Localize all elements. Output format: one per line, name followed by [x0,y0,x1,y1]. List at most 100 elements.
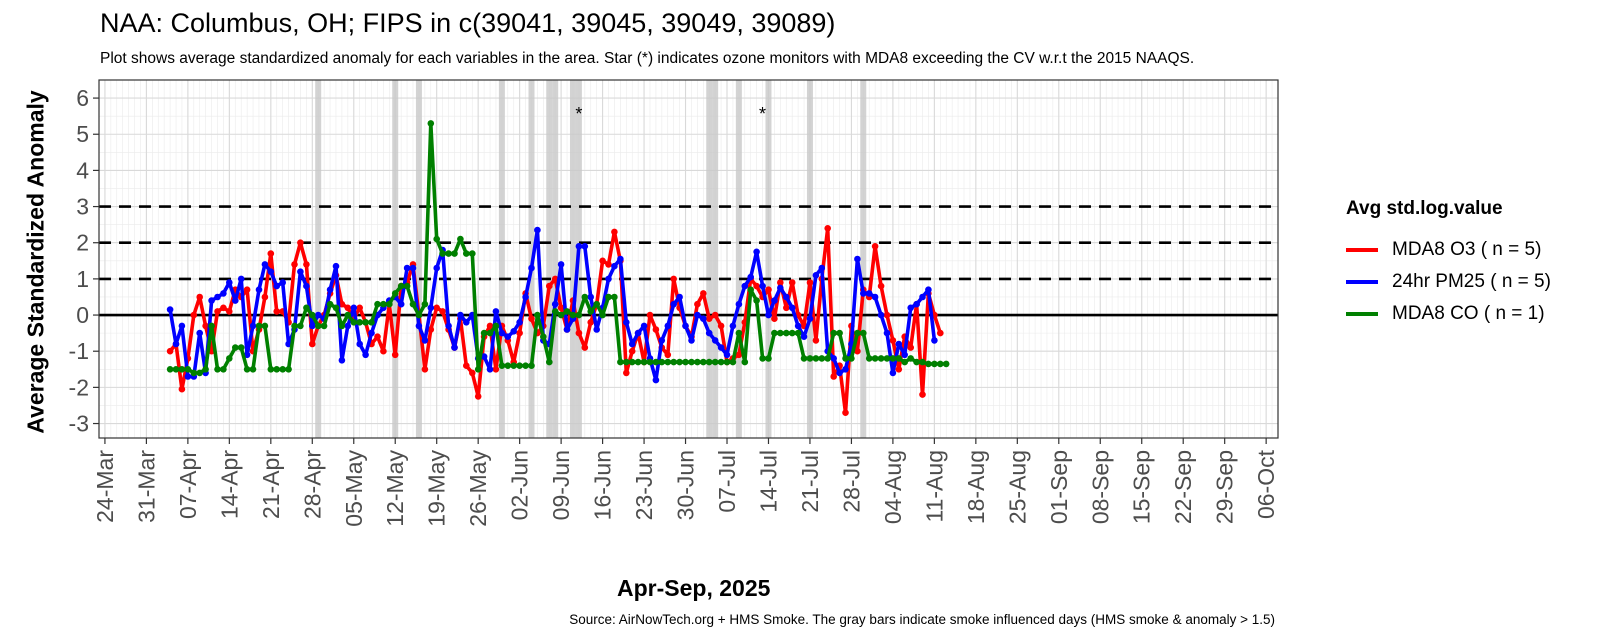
data-point [534,226,541,234]
data-point [457,235,464,243]
data-point [919,391,926,398]
data-point [190,311,198,319]
data-point [652,376,660,384]
x-tick-label: 12-May [382,450,408,527]
data-point [557,261,565,268]
x-tick-label: 14-Apr [216,450,242,519]
y-tick-label: -1 [69,338,89,364]
data-point [854,347,861,355]
data-point [332,304,340,312]
smoke-day-bar [735,80,742,438]
x-tick-label: 28-Jul [838,450,864,513]
data-point [842,366,849,373]
data-point [812,355,820,362]
x-tick-label: 25-Aug [1004,450,1030,524]
data-point [232,297,239,304]
data-point [670,300,677,308]
data-point [670,275,677,283]
data-point [575,243,583,250]
data-point [166,366,174,373]
data-point [463,250,470,257]
data-point [871,355,879,362]
data-point [694,300,701,308]
data-point [676,358,683,366]
x-tick-label: 11-Aug [921,450,947,522]
data-point [747,273,754,281]
x-tick-label: 24-Mar [92,450,118,523]
data-point [474,366,482,373]
data-point [309,311,316,319]
x-tick-label: 29-Sep [1212,450,1238,524]
data-point [172,340,180,348]
smoke-day-bar [392,80,399,438]
data-point [516,319,523,326]
data-point [788,304,796,312]
data-point [889,355,897,362]
y-tick-label: 2 [76,230,89,256]
smoke-day-bar [860,80,867,438]
data-point [498,329,506,337]
data-point [883,329,891,337]
data-point [652,358,660,366]
data-point [830,355,837,362]
data-point [694,311,701,319]
data-point [380,347,387,355]
data-point [865,290,873,297]
x-tick-label: 22-Sep [1170,450,1196,524]
data-point [907,304,914,312]
data-point [297,239,304,246]
data-point [415,311,423,319]
data-point [202,322,209,330]
data-point [528,362,535,370]
data-point [883,355,891,362]
data-point [516,329,523,337]
data-point [937,360,944,368]
data-point [871,293,879,301]
smoke-day-bar [546,80,553,438]
data-point [623,319,630,326]
data-point [919,358,926,366]
x-tick-label: 26-May [465,450,491,527]
x-tick-label: 07-Apr [175,450,201,519]
data-point [717,344,725,351]
legend-item-co: MDA8 CO ( n = 1) [1346,298,1551,330]
legend-title: Avg std.log.value [1346,198,1503,219]
data-point [226,308,233,315]
data-point [883,311,891,319]
data-point [510,328,517,335]
y-tick-label: 1 [76,266,89,292]
data-point [504,333,512,341]
data-point [581,293,589,301]
legend-label-pm25: 24hr PM25 ( n = 5) [1392,271,1551,292]
data-point [824,355,831,362]
data-point [546,282,553,290]
data-point [540,333,547,341]
x-tick-label: 23-Jun [631,450,657,520]
data-point [581,344,589,351]
data-point [196,293,203,301]
data-point [226,355,233,362]
data-point [166,306,174,313]
data-point [628,347,636,355]
smoke-day-bar [712,80,719,438]
data-point [267,250,275,257]
data-point [326,286,334,294]
data-point [208,322,215,330]
data-point [611,228,618,236]
data-point [777,279,784,286]
data-point [237,275,245,283]
chart-caption: Source: AirNowTech.org + HMS Smoke. The … [569,612,1275,627]
data-point [350,319,358,326]
data-point [463,362,470,370]
x-tick-label: 06-Oct [1253,449,1279,519]
data-point [190,369,198,377]
data-point [877,282,885,290]
data-point [563,326,571,333]
data-point [901,351,908,359]
data-point [931,337,938,344]
x-tick-label: 16-Jun [590,450,616,520]
data-point [694,358,701,366]
data-point [812,337,820,344]
data-point [439,308,446,315]
data-point [380,300,387,308]
